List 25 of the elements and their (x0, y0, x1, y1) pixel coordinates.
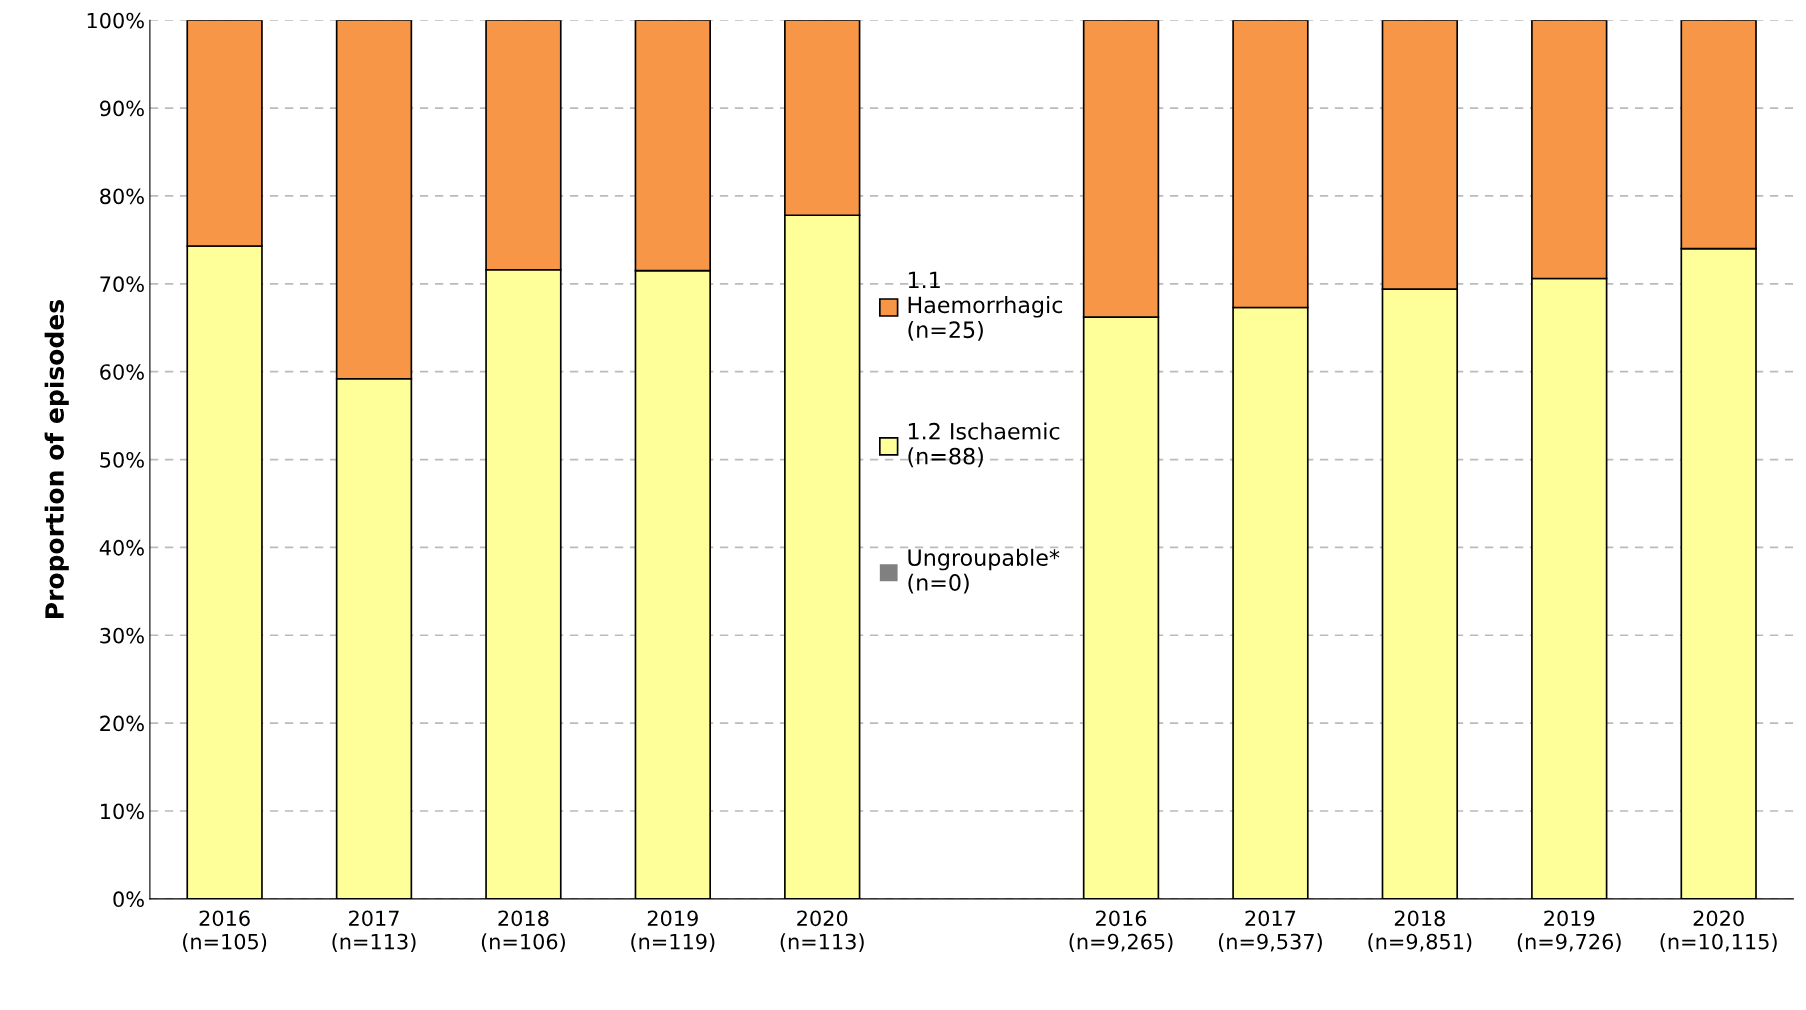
y-tick-label: 80% (100, 188, 144, 205)
legend-label: Ungroupable* (n=0) (908, 548, 1060, 594)
y-tick-label: 90% (100, 100, 144, 117)
x-tick-label: 2016 (n=9,265) (1069, 910, 1173, 952)
legend-label: 1.1 Haemorrhagic (n=25) (908, 271, 1063, 341)
y-tick-label: 0% (113, 891, 144, 908)
y-tick-label: 40% (99, 539, 144, 556)
x-tick-label: 2019 (n=9,726) (1517, 910, 1621, 952)
x-tick-label: 2018 (n=106) (481, 910, 565, 952)
y-tick-label: 30% (100, 627, 144, 644)
y-tick-label: 50% (100, 452, 144, 468)
x-tick-label: 2016 (n=105) (183, 910, 267, 952)
y-tick-label: 20% (100, 715, 144, 732)
y-tick-label: 100% (87, 12, 144, 29)
x-tick-label: 2020 (n=113) (780, 910, 864, 952)
x-tick-label: 2018 (n=9,851) (1368, 910, 1472, 952)
y-tick-label: 60% (100, 364, 144, 380)
y-tick-label: 70% (100, 276, 144, 293)
x-tick-label: 2019 (n=119) (631, 910, 715, 952)
x-tick-label: 2017 (n=113) (332, 910, 416, 952)
y-axis-title: Proportion of episodes (44, 300, 69, 618)
y-tick-label: 10% (101, 803, 144, 820)
legend-label: 1.2 Ischaemic (n=88) (908, 422, 1060, 468)
x-tick-label: 2020 (n=10,115) (1660, 910, 1777, 952)
x-tick-label: 2017 (n=9,537) (1218, 910, 1322, 952)
